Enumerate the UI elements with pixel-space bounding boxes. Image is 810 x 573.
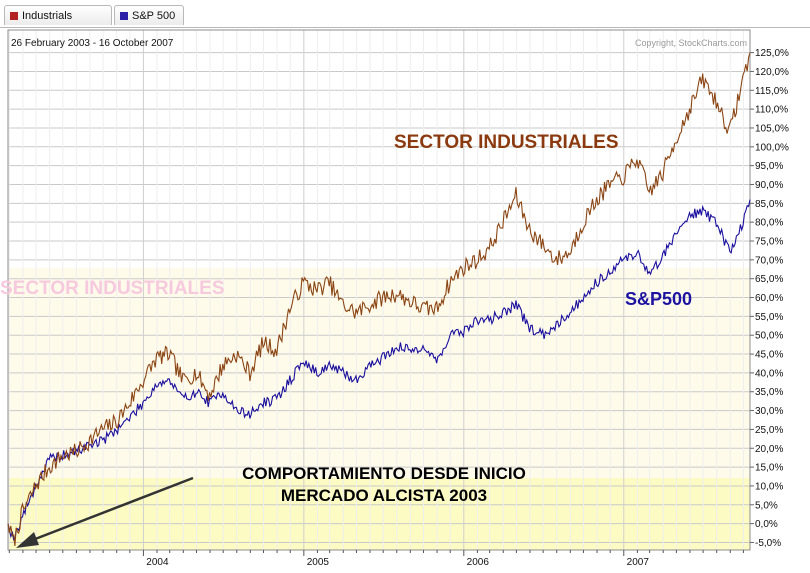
y-tick-label: 70,0% [755,255,783,266]
y-tick-label: 100,0% [755,142,789,153]
tab-divider [0,27,810,28]
y-tick-label: 10,0% [755,481,783,492]
y-tick-label: 50,0% [755,331,783,342]
x-axis: 2004 2005 2006 2007 [8,550,744,568]
copyright-label: Copyright, StockCharts.com [635,38,747,48]
faded-sector-label: SECTOR INDUSTRIALES [0,278,225,299]
x-tick-label: 2007 [627,557,650,568]
arrow-shaft [29,476,194,543]
sp500-series-line [7,199,751,541]
tab-label: S&P 500 [132,10,176,22]
y-axis: -5,0% 0,0% 5,0% 10,0% 15,0% 20,0% 25,0% 30,0% 35… [750,48,789,549]
y-tick-label: 30,0% [755,406,783,417]
y-tick-label: 105,0% [755,123,789,134]
industrials-series-line [7,52,751,547]
legend-tab-bar: Industrials SPDR S&P 500 [0,0,810,42]
y-tick-label: 55,0% [755,312,783,323]
arrow-head [16,532,39,548]
y-tick-label: 95,0% [755,161,783,172]
y-tick-label: 65,0% [755,274,783,285]
tab-sp500[interactable]: S&P 500 [114,5,184,25]
y-tick-label: 15,0% [755,463,783,474]
date-range-label: 26 February 2003 - 16 October 2007 [11,38,174,49]
y-tick-label: 85,0% [755,199,783,210]
x-tick-label: 2005 [307,557,330,568]
y-tick-label: 110,0% [755,105,788,116]
y-tick-label: -5,0% [755,538,781,549]
sp500-color-swatch [120,12,128,20]
lower-background [8,478,750,550]
note-line-1: COMPORTAMIENTO DESDE INICIO [242,464,526,483]
y-tick-label: 125,0% [755,48,789,59]
y-tick-label: 115,0% [755,86,788,97]
industrials-annotation: SECTOR INDUSTRIALES [394,132,619,153]
y-tick-label: 80,0% [755,218,783,229]
y-tick-label: 5,0% [755,500,778,511]
x-tick-label: 2004 [146,557,169,568]
x-tick-label: 2006 [467,557,490,568]
tab-industrials-spdr[interactable]: Industrials SPDR [4,5,112,42]
y-tick-label: 35,0% [755,387,783,398]
industrials-color-swatch [10,12,18,20]
y-tick-label: 60,0% [755,293,783,304]
performance-chart: SECTOR INDUSTRIALES -5,0% 0,0% 5,0% 10,0% 15… [0,29,789,568]
y-tick-label: 45,0% [755,350,783,361]
plot-border [7,29,751,551]
note-line-2: MERCADO ALCISTA 2003 [281,486,487,505]
y-tick-label: 120,0% [755,67,789,78]
y-tick-label: 0,0% [755,519,778,530]
upper-background [8,30,750,268]
y-tick-label: 25,0% [755,425,783,436]
y-tick-label: 20,0% [755,444,783,455]
y-tick-label: 90,0% [755,180,783,191]
y-tick-label: 40,0% [755,368,783,379]
y-tick-label: 75,0% [755,237,783,248]
sp500-annotation: S&P500 [625,289,692,309]
